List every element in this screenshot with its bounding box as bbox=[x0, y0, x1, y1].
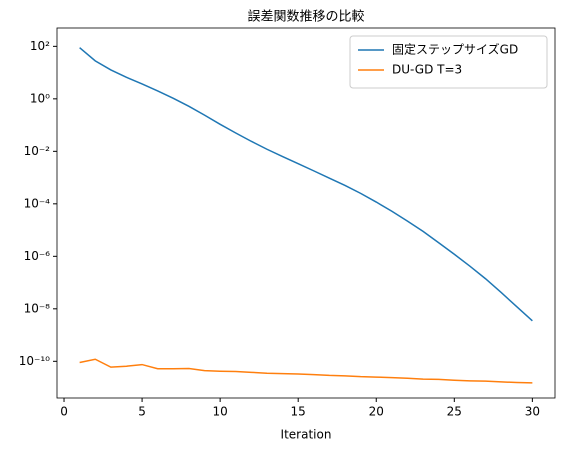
y-tick-label: 10² bbox=[30, 39, 50, 53]
x-axis-label: Iteration bbox=[281, 428, 332, 442]
x-tick-label: 15 bbox=[291, 405, 306, 419]
y-tick-label: 10⁻⁸ bbox=[24, 301, 51, 315]
y-tick-label: 10⁻⁴ bbox=[24, 196, 51, 210]
legend-box bbox=[349, 35, 548, 89]
x-tick-label: 30 bbox=[525, 405, 540, 419]
y-tick-label: 10⁻⁶ bbox=[24, 249, 51, 263]
x-tick-label: 10 bbox=[212, 405, 227, 419]
chart-title: 誤差関数推移の比較 bbox=[247, 9, 364, 25]
y-tick-label: 10⁻² bbox=[24, 144, 51, 158]
legend-label: 固定ステップサイズGD bbox=[392, 42, 518, 57]
legend-label: DU-GD T=3 bbox=[392, 63, 462, 77]
x-tick-label: 20 bbox=[369, 405, 384, 419]
y-tick-label: 10⁰ bbox=[30, 91, 50, 105]
series-line bbox=[79, 47, 533, 322]
x-tick-label: 5 bbox=[138, 405, 146, 419]
x-tick-label: 25 bbox=[447, 405, 462, 419]
series-line bbox=[79, 358, 533, 384]
plot-frame bbox=[56, 27, 556, 399]
x-tick-label: 0 bbox=[60, 405, 68, 419]
y-tick-label: 10⁻¹⁰ bbox=[19, 354, 50, 368]
